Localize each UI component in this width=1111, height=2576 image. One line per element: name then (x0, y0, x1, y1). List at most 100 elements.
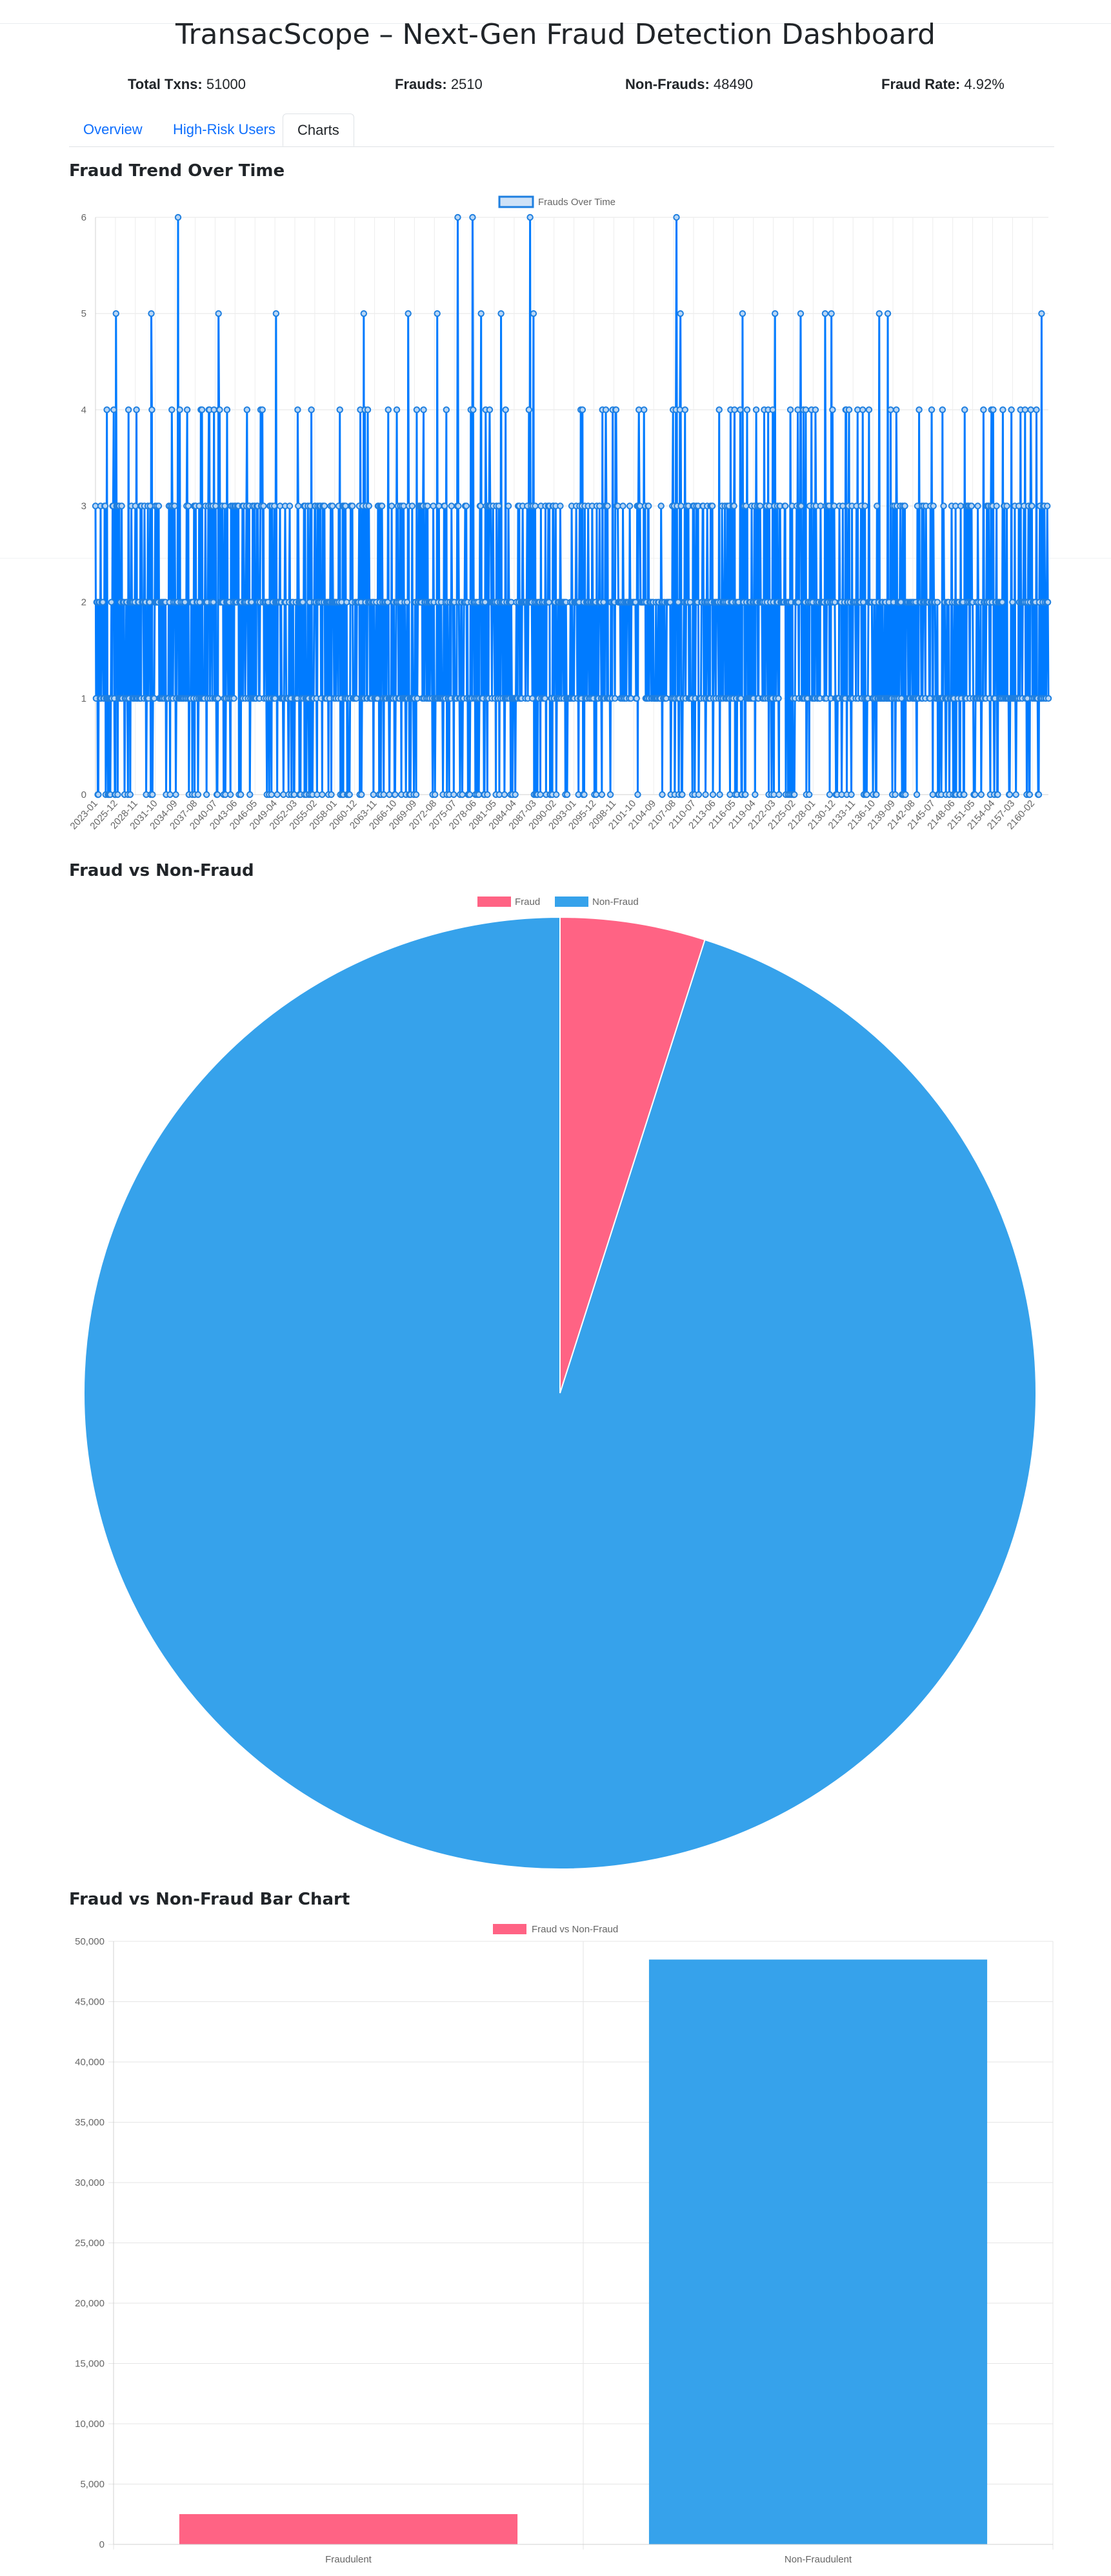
data-point (598, 791, 606, 798)
x-tick-label: Non-Fraudulent (785, 2554, 852, 2564)
data-point (1006, 791, 1014, 798)
data-point (702, 791, 709, 798)
data-point (495, 502, 503, 510)
data-point (1035, 791, 1043, 798)
data-point (563, 791, 571, 798)
stat-rate-label: Fraud Rate: (881, 76, 961, 92)
trend-legend: Frauds Over Time (498, 195, 616, 208)
data-point (737, 406, 744, 413)
data-point (730, 502, 737, 510)
stat-rate-value: 4.92% (964, 76, 1005, 92)
data-point (319, 791, 326, 798)
data-point (968, 502, 976, 510)
data-point (431, 791, 439, 798)
data-point (274, 791, 281, 798)
data-point (215, 310, 222, 317)
data-point (640, 406, 648, 413)
data-point (812, 406, 819, 413)
bar-section-title: Fraud vs Non-Fraud Bar Chart (69, 1890, 350, 1909)
tab-charts[interactable]: Charts (283, 114, 354, 146)
stat-rate: Fraud Rate: 4.92% (881, 76, 1005, 93)
data-point (502, 406, 509, 413)
data-point (606, 791, 614, 798)
data-point (716, 791, 723, 798)
data-point (681, 406, 688, 413)
data-point (168, 406, 175, 413)
y-tick-label: 45,000 (75, 1997, 105, 2008)
data-point (308, 406, 315, 413)
data-point (481, 599, 489, 606)
data-point (181, 599, 188, 606)
data-point (112, 310, 119, 317)
tab-high-risk-users[interactable]: High-Risk Users (173, 121, 275, 137)
data-point (695, 791, 703, 798)
data-point (358, 791, 365, 798)
data-point (874, 502, 881, 510)
data-point (806, 791, 813, 798)
data-point (887, 406, 894, 413)
data-point (634, 791, 641, 798)
data-point (469, 213, 476, 221)
data-point (619, 502, 626, 510)
data-point (248, 599, 255, 606)
data-point (454, 213, 461, 221)
data-point (477, 502, 485, 510)
data-point (271, 502, 278, 510)
data-point (214, 695, 222, 702)
page-title: TransacScope – Next-Gen Fraud Detection … (175, 18, 936, 51)
data-point (99, 599, 106, 606)
data-point (286, 502, 294, 510)
data-point (1012, 791, 1019, 798)
data-point (797, 502, 805, 510)
stat-total-label: Total Txns: (128, 76, 203, 92)
data-point (848, 791, 855, 798)
y-tick-label: 25,000 (75, 2238, 105, 2249)
data-point (198, 406, 206, 413)
data-point (413, 406, 421, 413)
legend-label: Fraud (515, 897, 540, 907)
data-point (863, 791, 870, 798)
data-point (183, 406, 191, 413)
pie-section-title: Fraud vs Non-Fraud (69, 861, 254, 880)
data-point (861, 502, 868, 510)
trend-section-title: Fraud Trend Over Time (69, 161, 285, 181)
data-point (149, 791, 156, 798)
data-point (581, 791, 588, 798)
data-point (378, 502, 386, 510)
data-point (497, 310, 505, 317)
data-point (194, 791, 202, 798)
data-point (259, 406, 266, 413)
data-point (272, 310, 280, 317)
data-point (828, 310, 835, 317)
y-tick-label: 30,000 (75, 2177, 105, 2188)
data-point (108, 599, 115, 606)
data-point (1038, 310, 1045, 317)
data-point (781, 502, 789, 510)
fraud-pie-chart: Fraud Non-Fraud (83, 897, 1037, 1870)
data-point (541, 695, 548, 702)
data-point (364, 406, 372, 413)
data-point (295, 502, 302, 510)
y-tick-label: 0 (99, 2539, 105, 2550)
y-tick-label: 0 (81, 789, 86, 800)
data-point (321, 502, 328, 510)
data-point (626, 502, 634, 510)
data-point (686, 599, 694, 606)
data-point (393, 406, 401, 413)
data-point (913, 791, 921, 798)
tab-overview[interactable]: Overview (83, 121, 143, 137)
data-point (171, 502, 178, 510)
data-point (633, 695, 640, 702)
data-point (794, 406, 801, 413)
data-point (666, 599, 674, 606)
data-point (876, 310, 883, 317)
data-point (441, 502, 448, 510)
data-point (743, 406, 751, 413)
data-point (329, 502, 336, 510)
legend-swatch (555, 897, 588, 907)
data-point (1021, 406, 1029, 413)
data-point (443, 406, 450, 413)
data-point (374, 695, 381, 702)
data-point (737, 695, 745, 702)
data-point (731, 406, 738, 413)
